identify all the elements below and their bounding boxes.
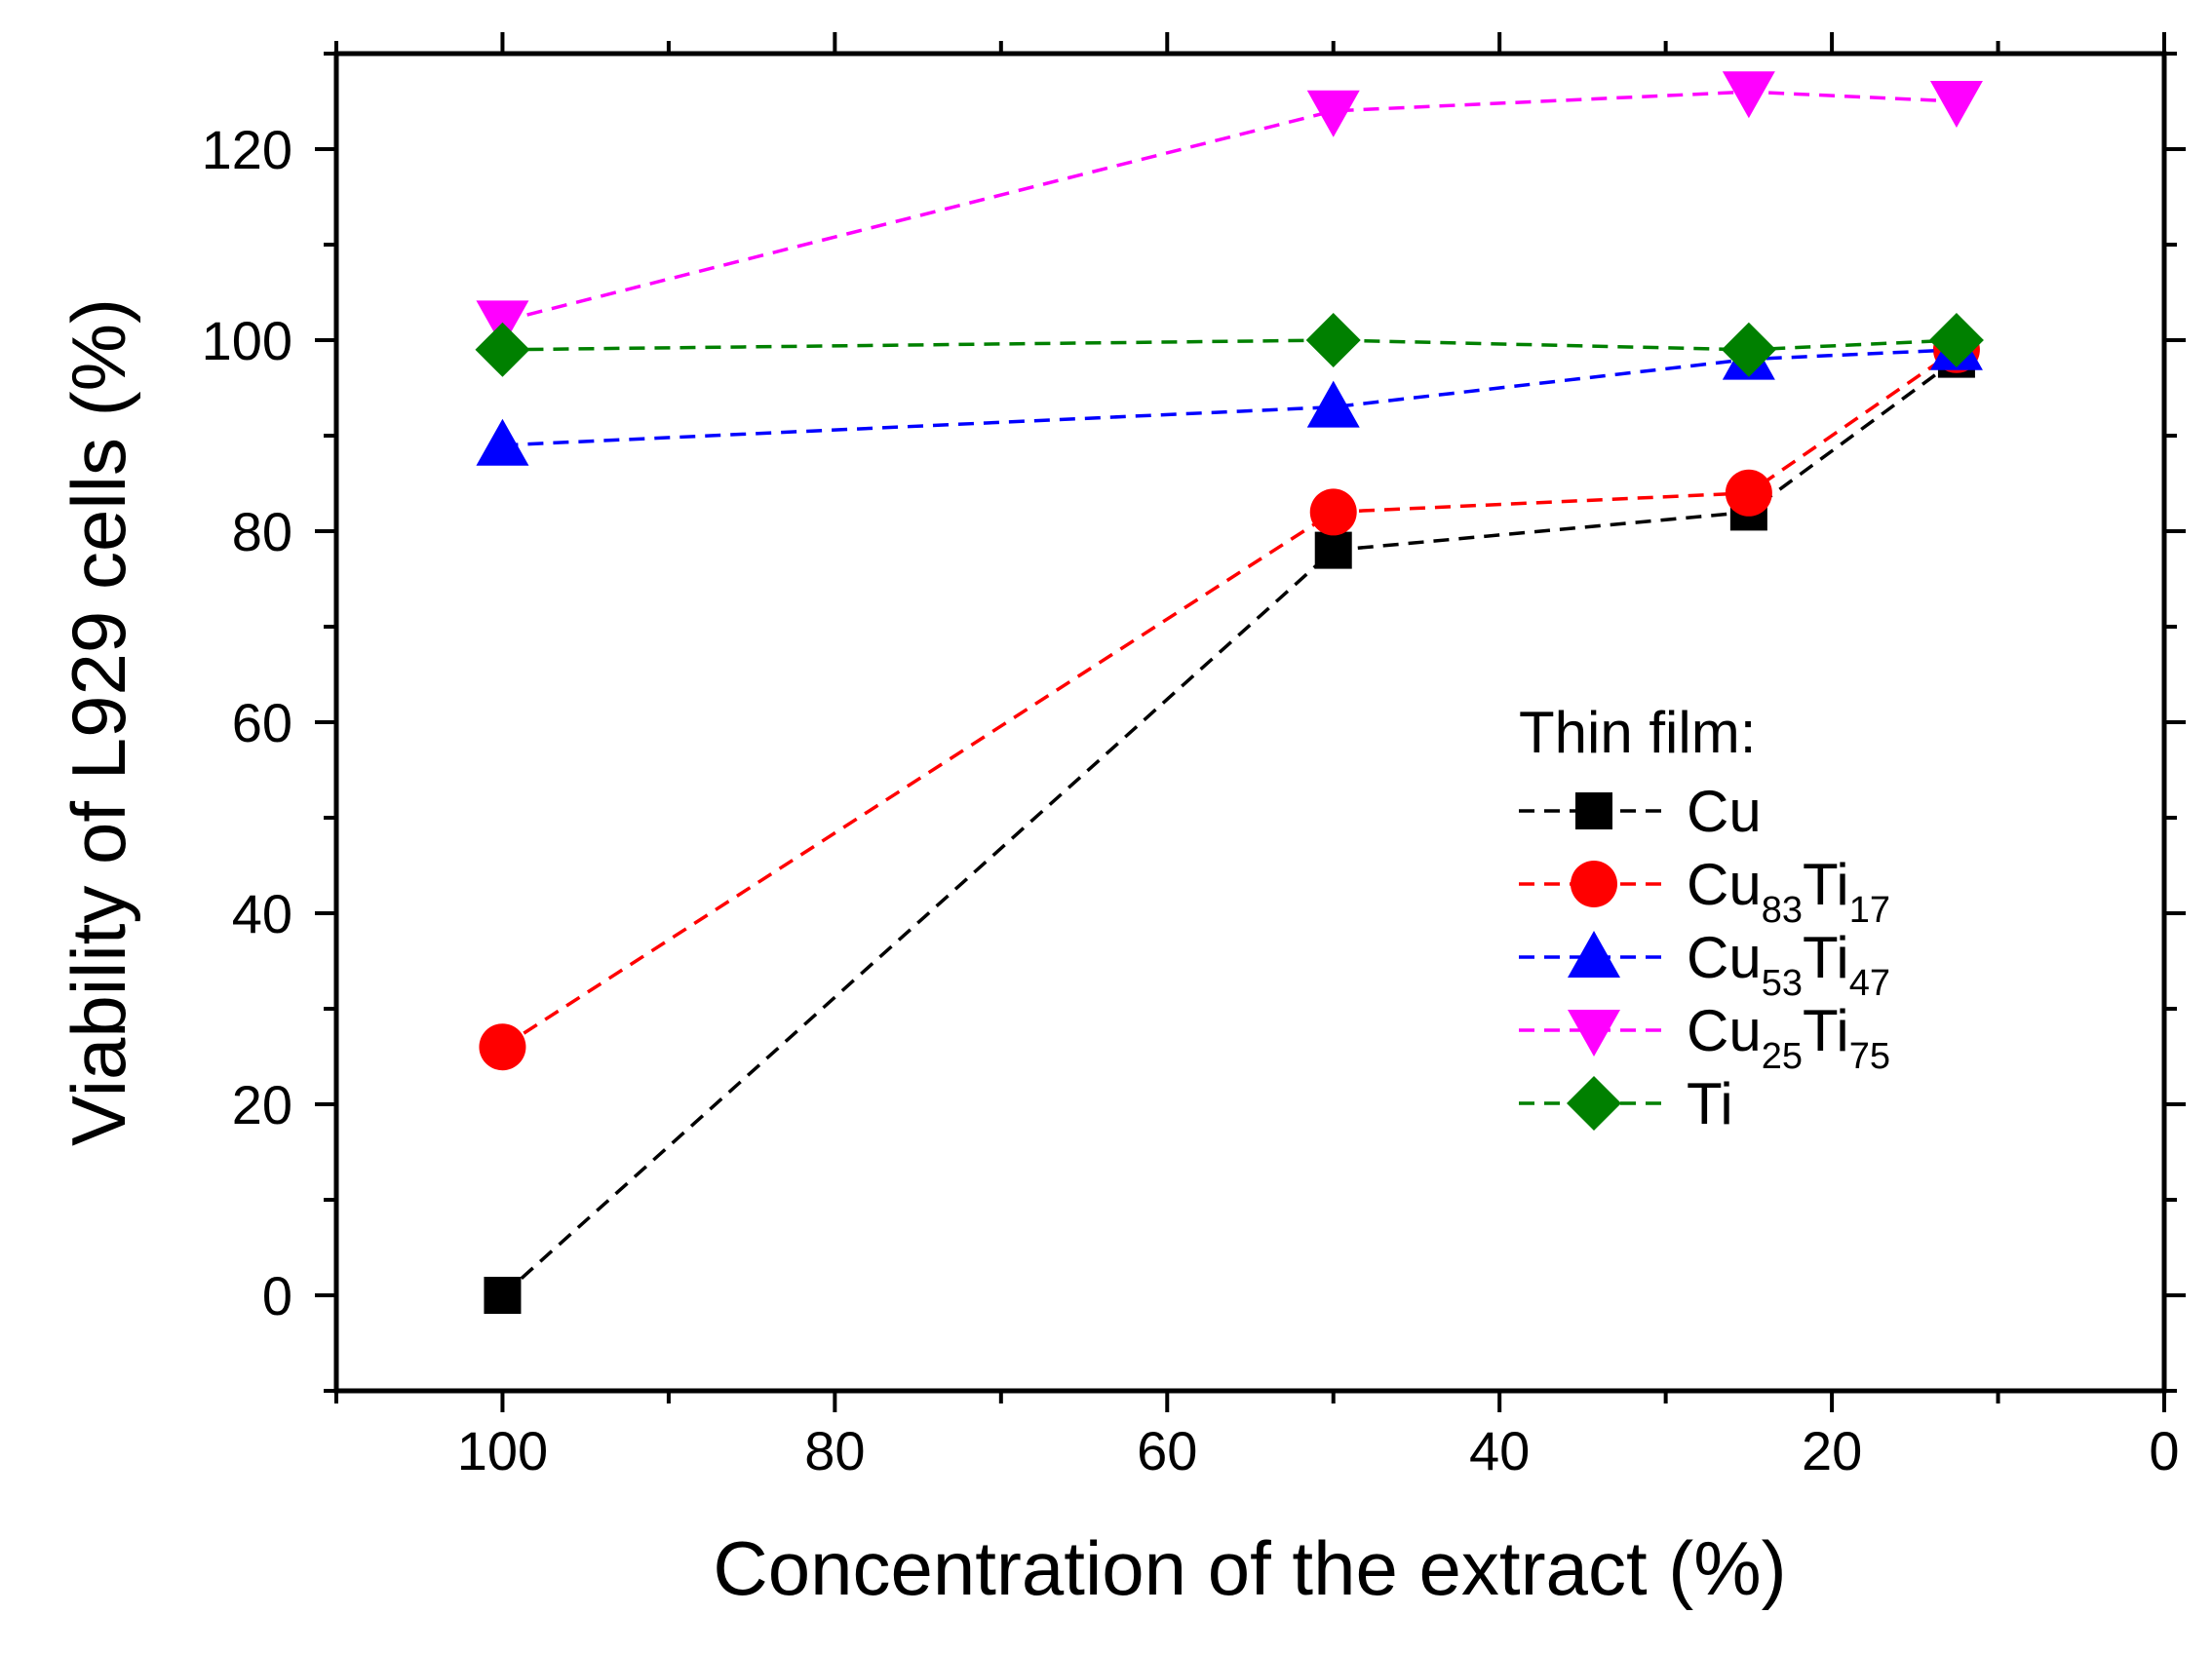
data-point [1722,71,1775,119]
legend-label: Cu83Ti17 [1687,852,1890,931]
legend-marker [1567,1076,1621,1131]
x-tick-label: 100 [457,1420,548,1481]
y-tick-label: 120 [202,119,292,180]
y-tick-label: 100 [202,310,292,371]
legend-title: Thin film: [1519,700,1756,765]
series-line [502,338,1958,352]
data-point [1306,90,1360,137]
legend-item: Cu25Ti75 [1519,998,1890,1077]
data-point [1725,469,1772,517]
y-axis-title: Viability of L929 cells (%) [56,298,141,1146]
series-line [501,348,1958,1049]
legend-marker [1571,861,1617,907]
legend-label: Cu25Ti75 [1687,998,1890,1077]
x-tick-label: 20 [1802,1420,1862,1481]
legend-item: Ti [1519,1071,1733,1136]
plot-frame [333,51,2167,1394]
legend-item: Cu53Ti47 [1519,925,1890,1004]
series-line [502,348,1958,447]
series-line [502,90,1958,324]
x-tick-label: 0 [2149,1420,2179,1481]
data-point [1306,380,1360,428]
legend-label: Ti [1687,1071,1733,1136]
series-cu25ti75 [476,71,1983,348]
data-point [1305,313,1361,367]
legend-item: Cu [1519,779,1762,844]
data-point [479,1023,526,1071]
x-tick-label: 40 [1469,1420,1530,1481]
legend-marker [1575,792,1612,829]
data-point [475,322,530,377]
x-axis-title: Concentration of the extract (%) [713,1525,1786,1611]
data-point [1928,313,1984,367]
legend-item: Cu83Ti17 [1519,852,1890,931]
data-point [484,1277,522,1314]
y-tick-label: 0 [262,1265,292,1326]
y-tick-label: 40 [232,883,292,944]
data-point [476,418,529,466]
legend-marker [1568,1010,1620,1057]
legend-label: Cu53Ti47 [1687,925,1890,1004]
y-tick-label: 80 [232,501,292,562]
y-axis-ticks: 0 20 40 60 80 100 120 [202,52,2186,1393]
y-tick-label: 20 [232,1074,292,1135]
series-layer [475,71,1984,1314]
legend-marker [1568,931,1620,978]
series-line [501,358,1958,1297]
x-tick-label: 60 [1137,1420,1197,1481]
y-tick-label: 60 [232,692,292,753]
legend-label: Cu [1687,779,1762,844]
series-ti [475,313,1984,377]
data-point [1721,322,1776,377]
x-axis-ticks: 100 80 60 40 20 0 [334,32,2180,1481]
data-point [1929,81,1983,128]
x-tick-label: 80 [804,1420,865,1481]
data-point [1309,488,1357,536]
data-point [1314,531,1352,569]
